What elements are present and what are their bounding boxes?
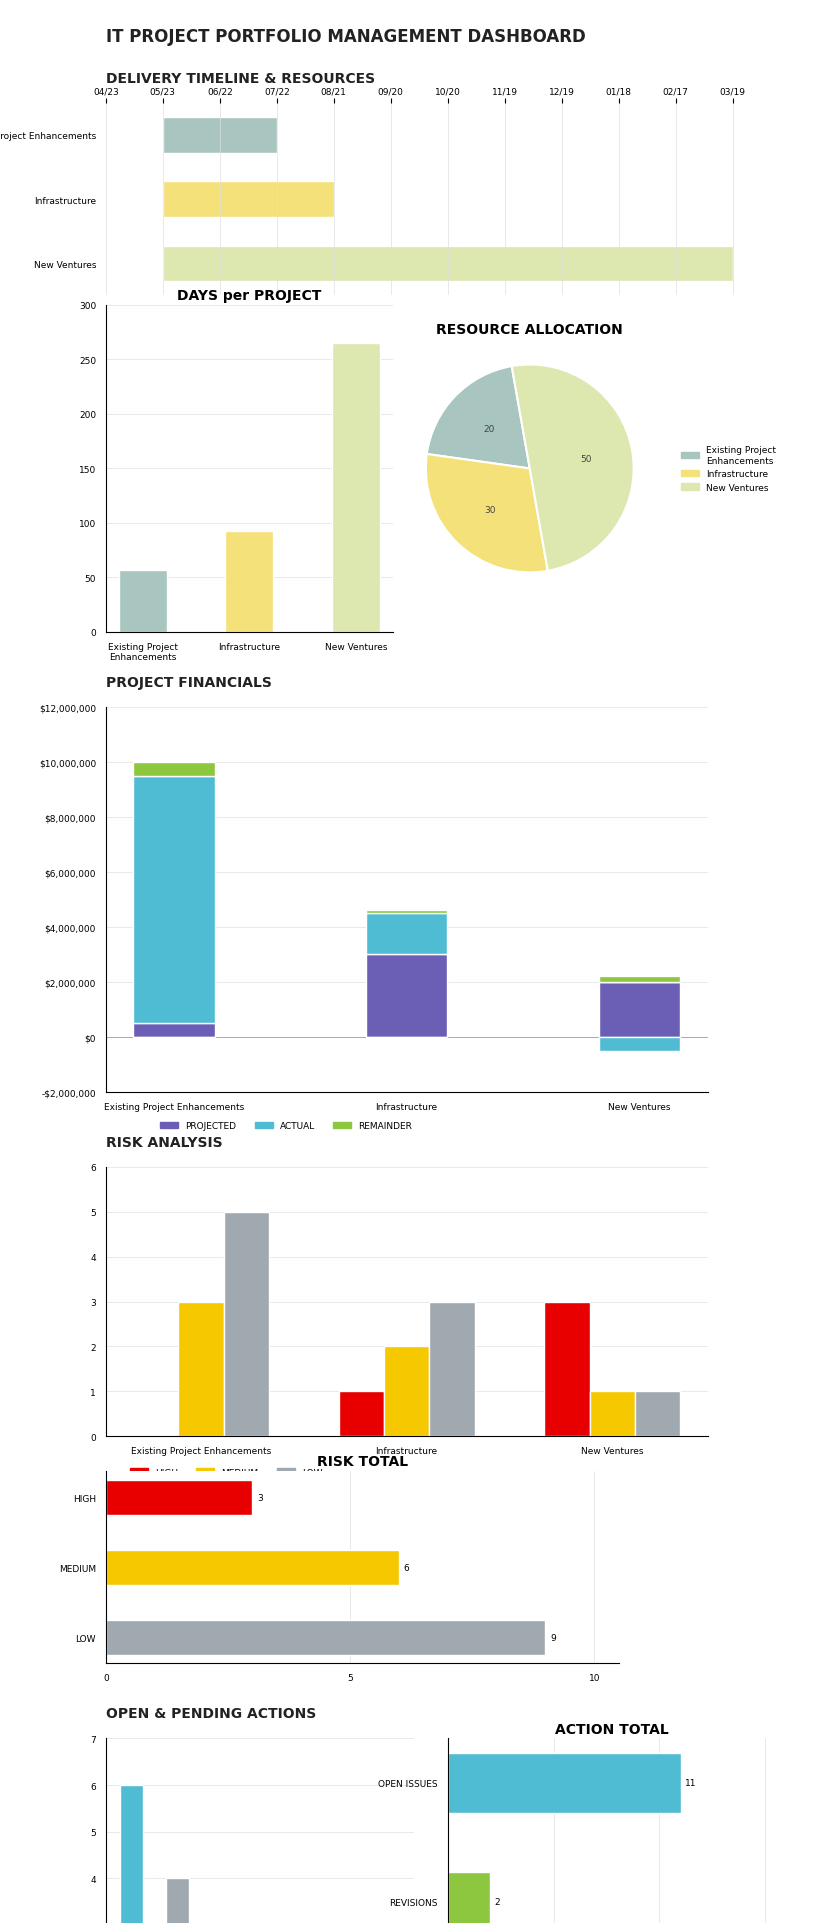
Title: RESOURCE ALLOCATION: RESOURCE ALLOCATION: [436, 323, 624, 337]
Legend: HIGH, MEDIUM, LOW: HIGH, MEDIUM, LOW: [126, 1463, 326, 1481]
Bar: [448, 1754, 681, 1813]
Bar: [133, 777, 215, 1023]
Bar: [366, 956, 448, 1036]
Title: ACTION TOTAL: ACTION TOTAL: [555, 1721, 668, 1736]
Text: RISK ANALYSIS: RISK ANALYSIS: [106, 1135, 222, 1150]
Bar: [366, 912, 448, 913]
Bar: [133, 763, 215, 777]
Bar: [384, 1346, 429, 1436]
Bar: [163, 246, 733, 283]
Bar: [429, 1302, 475, 1436]
Text: IT PROJECT PORTFOLIO MANAGEMENT DASHBOARD: IT PROJECT PORTFOLIO MANAGEMENT DASHBOAR…: [106, 27, 585, 46]
Bar: [332, 344, 380, 633]
Text: 20: 20: [483, 425, 494, 435]
Bar: [224, 1211, 269, 1436]
Bar: [133, 1023, 215, 1036]
Text: 3: 3: [257, 1492, 263, 1502]
Bar: [163, 119, 277, 154]
Text: 11: 11: [685, 1779, 696, 1788]
Wedge shape: [512, 365, 633, 571]
Bar: [120, 1785, 143, 1923]
Bar: [106, 1550, 399, 1585]
Bar: [635, 1392, 681, 1436]
Text: 50: 50: [580, 456, 592, 463]
Wedge shape: [427, 367, 530, 469]
Bar: [366, 913, 448, 956]
Legend: PROJECTED, ACTUAL, REMAINDER: PROJECTED, ACTUAL, REMAINDER: [156, 1117, 416, 1135]
Bar: [599, 1036, 681, 1052]
Bar: [106, 1619, 545, 1654]
Bar: [599, 983, 681, 1036]
Bar: [545, 1302, 589, 1436]
Bar: [589, 1392, 635, 1436]
Text: 6: 6: [404, 1563, 409, 1571]
Text: 2: 2: [494, 1898, 500, 1906]
Wedge shape: [426, 454, 548, 573]
Text: OPEN & PENDING ACTIONS: OPEN & PENDING ACTIONS: [106, 1706, 316, 1721]
Title: RISK TOTAL: RISK TOTAL: [317, 1454, 408, 1469]
Bar: [599, 977, 681, 983]
Text: DELIVERY TIMELINE & RESOURCES: DELIVERY TIMELINE & RESOURCES: [106, 71, 375, 87]
Text: 9: 9: [550, 1633, 556, 1642]
Title: DAYS per PROJECT: DAYS per PROJECT: [177, 288, 322, 304]
Bar: [119, 571, 167, 633]
Bar: [339, 1392, 384, 1436]
Bar: [225, 531, 274, 633]
Bar: [448, 1873, 490, 1923]
Bar: [106, 1481, 252, 1515]
Text: 30: 30: [484, 506, 496, 515]
Bar: [178, 1302, 224, 1436]
Bar: [166, 1879, 189, 1923]
Text: PROJECT FINANCIALS: PROJECT FINANCIALS: [106, 675, 272, 690]
Bar: [163, 183, 334, 217]
Legend: Existing Project
Enhancements, Infrastructure, New Ventures: Existing Project Enhancements, Infrastru…: [677, 442, 780, 496]
